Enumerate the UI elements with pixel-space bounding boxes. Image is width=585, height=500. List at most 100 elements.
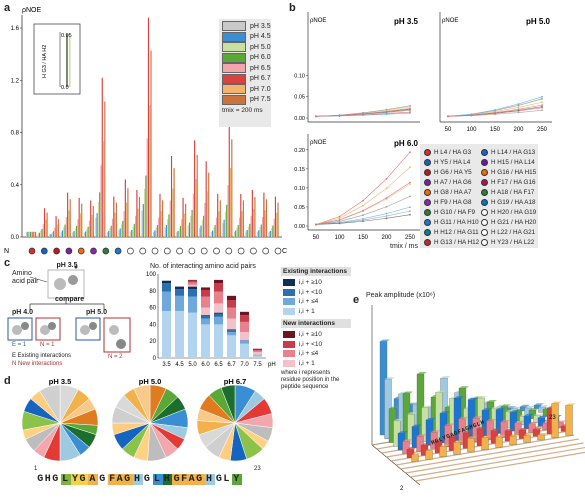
panel-a-bar — [222, 223, 224, 237]
seq-start: 1 — [34, 466, 38, 472]
panel-b-point — [409, 195, 411, 198]
panel-a-bar — [205, 161, 207, 237]
panel-a-bar — [218, 211, 220, 237]
new-title: New interactions — [281, 319, 351, 328]
legend-label: H Y5 / HA L4 — [434, 158, 471, 166]
panel-e-bar-top — [538, 415, 548, 418]
panel-c-xtick-label: 4.5 — [175, 362, 184, 368]
pie-title: pH 6.7 — [224, 377, 247, 386]
legend-dot — [424, 218, 431, 226]
panel-b-legend-item: H H15 / HA L14 — [481, 157, 538, 167]
legend-swatch — [283, 279, 295, 287]
legend-dot — [424, 198, 431, 206]
panel-a-bar — [276, 212, 278, 237]
panel-b-xtick-label: 150 — [358, 235, 369, 241]
panel-e-bar-top — [529, 408, 539, 411]
legend-label: H G16 / HA H15 — [491, 168, 537, 176]
panel-c-bar-segment — [227, 307, 236, 319]
panel-e-bar-top — [407, 447, 417, 450]
residue-marker — [250, 247, 257, 255]
legend-label: H F17 / HA G16 — [491, 178, 536, 186]
legend-item: pH 7.0 — [222, 84, 271, 95]
panel-a-bar — [51, 232, 53, 237]
legend-label: pH 6.7 — [250, 75, 271, 83]
panel-b-legend-item: H G8 / HA A7 — [424, 187, 481, 197]
panel-c-xtick-label: 7.0 — [240, 362, 249, 368]
panel-e-bar-top — [556, 420, 567, 423]
legend-label: H H20 / HA G19 — [491, 208, 537, 216]
panel-a-bar — [182, 197, 184, 237]
legend-item: pH 7.5 — [222, 94, 271, 106]
panel-a-bar — [50, 233, 52, 237]
panel-b-point — [409, 107, 411, 110]
panel-c-bar-segment — [253, 348, 262, 350]
panel-e-bar — [523, 435, 531, 443]
panel-a-bar — [212, 230, 214, 237]
panel-a-bar — [108, 230, 110, 237]
panel-a-bar — [181, 219, 183, 237]
panel-a-bar — [272, 225, 274, 237]
panel-a-bar — [142, 204, 144, 237]
sequence-segment: G — [142, 474, 153, 485]
panel-c-xtick-label: 6.5 — [214, 362, 223, 368]
panel-e-bar-top — [459, 386, 469, 389]
panel-a-bar — [92, 205, 94, 237]
panel-a-bar — [203, 215, 205, 237]
panel-c-bar-segment — [214, 316, 223, 325]
panel-b-point — [541, 109, 543, 112]
sequence-segment: GHG — [36, 474, 61, 485]
panel-a-bar — [247, 226, 250, 237]
panel-a-bar — [178, 228, 180, 237]
panel-e-bar — [509, 436, 517, 445]
panel-a-bar — [277, 202, 279, 237]
panel-c-bar-segment — [201, 318, 210, 325]
legend-label: H A18 / HA F17 — [491, 188, 535, 196]
residue-marker — [77, 247, 85, 255]
panel-c-bar-segment — [214, 303, 223, 313]
panel-a-bar — [265, 199, 268, 237]
panel-a-bar — [158, 217, 160, 237]
panel-a-bar — [40, 230, 42, 237]
panel-a-bar — [81, 203, 83, 237]
panel-a-bar — [260, 224, 262, 237]
panel-a-bar — [187, 225, 189, 237]
panel-a-bar — [217, 193, 219, 237]
panel-e-bar-top — [421, 405, 432, 408]
panel-b-point — [385, 205, 388, 208]
panel-c-bar-segment — [214, 312, 223, 314]
panel-a-ytick-label: 1.6 — [11, 26, 20, 32]
legend-dot — [424, 208, 431, 216]
sequence-segment: L — [152, 474, 163, 485]
panel-e-bar-top — [393, 418, 404, 421]
legend-item: pH 3.5 — [222, 21, 271, 32]
legend-footnote: where i represents residue position in t… — [281, 370, 340, 390]
panel-a-bar — [256, 231, 259, 237]
panel-b-point — [385, 197, 388, 199]
inset-bar — [69, 36, 71, 87]
panel-label-c: c — [4, 257, 11, 269]
panel-e-bar-top — [500, 419, 511, 422]
panel-e-bar-top — [440, 376, 451, 379]
ph-left-label: pH 4.0 — [12, 309, 34, 316]
panel-b-legend-item: H H12 / HA G11 — [424, 227, 481, 237]
e-left-count: E = 1 — [12, 342, 27, 348]
panel-a-bar — [170, 156, 173, 237]
panel-a-bar — [64, 224, 66, 237]
panel-a-bar — [26, 231, 28, 237]
legend-swatch — [222, 31, 246, 42]
panel-a-bar — [195, 179, 197, 237]
panel-e-bar-top — [398, 431, 408, 434]
panel-e-bar-top — [389, 406, 399, 409]
legend-dot — [481, 238, 488, 246]
legend-swatch — [283, 288, 295, 296]
panel-a-bar — [201, 220, 203, 237]
panel-a-bar — [61, 230, 64, 237]
panel-b-point — [541, 97, 543, 100]
panel-b-ytick-label: 0.10 — [294, 186, 305, 192]
panel-a-bar — [200, 225, 202, 237]
panel-a-bar — [46, 212, 48, 237]
panel-b-legend-item: H G10 / HA F9 — [424, 207, 481, 217]
existing-title: Existing interactions — [281, 267, 351, 276]
panel-c-bar-segment — [201, 287, 210, 290]
legend-item: pH 6.5 — [222, 63, 271, 74]
